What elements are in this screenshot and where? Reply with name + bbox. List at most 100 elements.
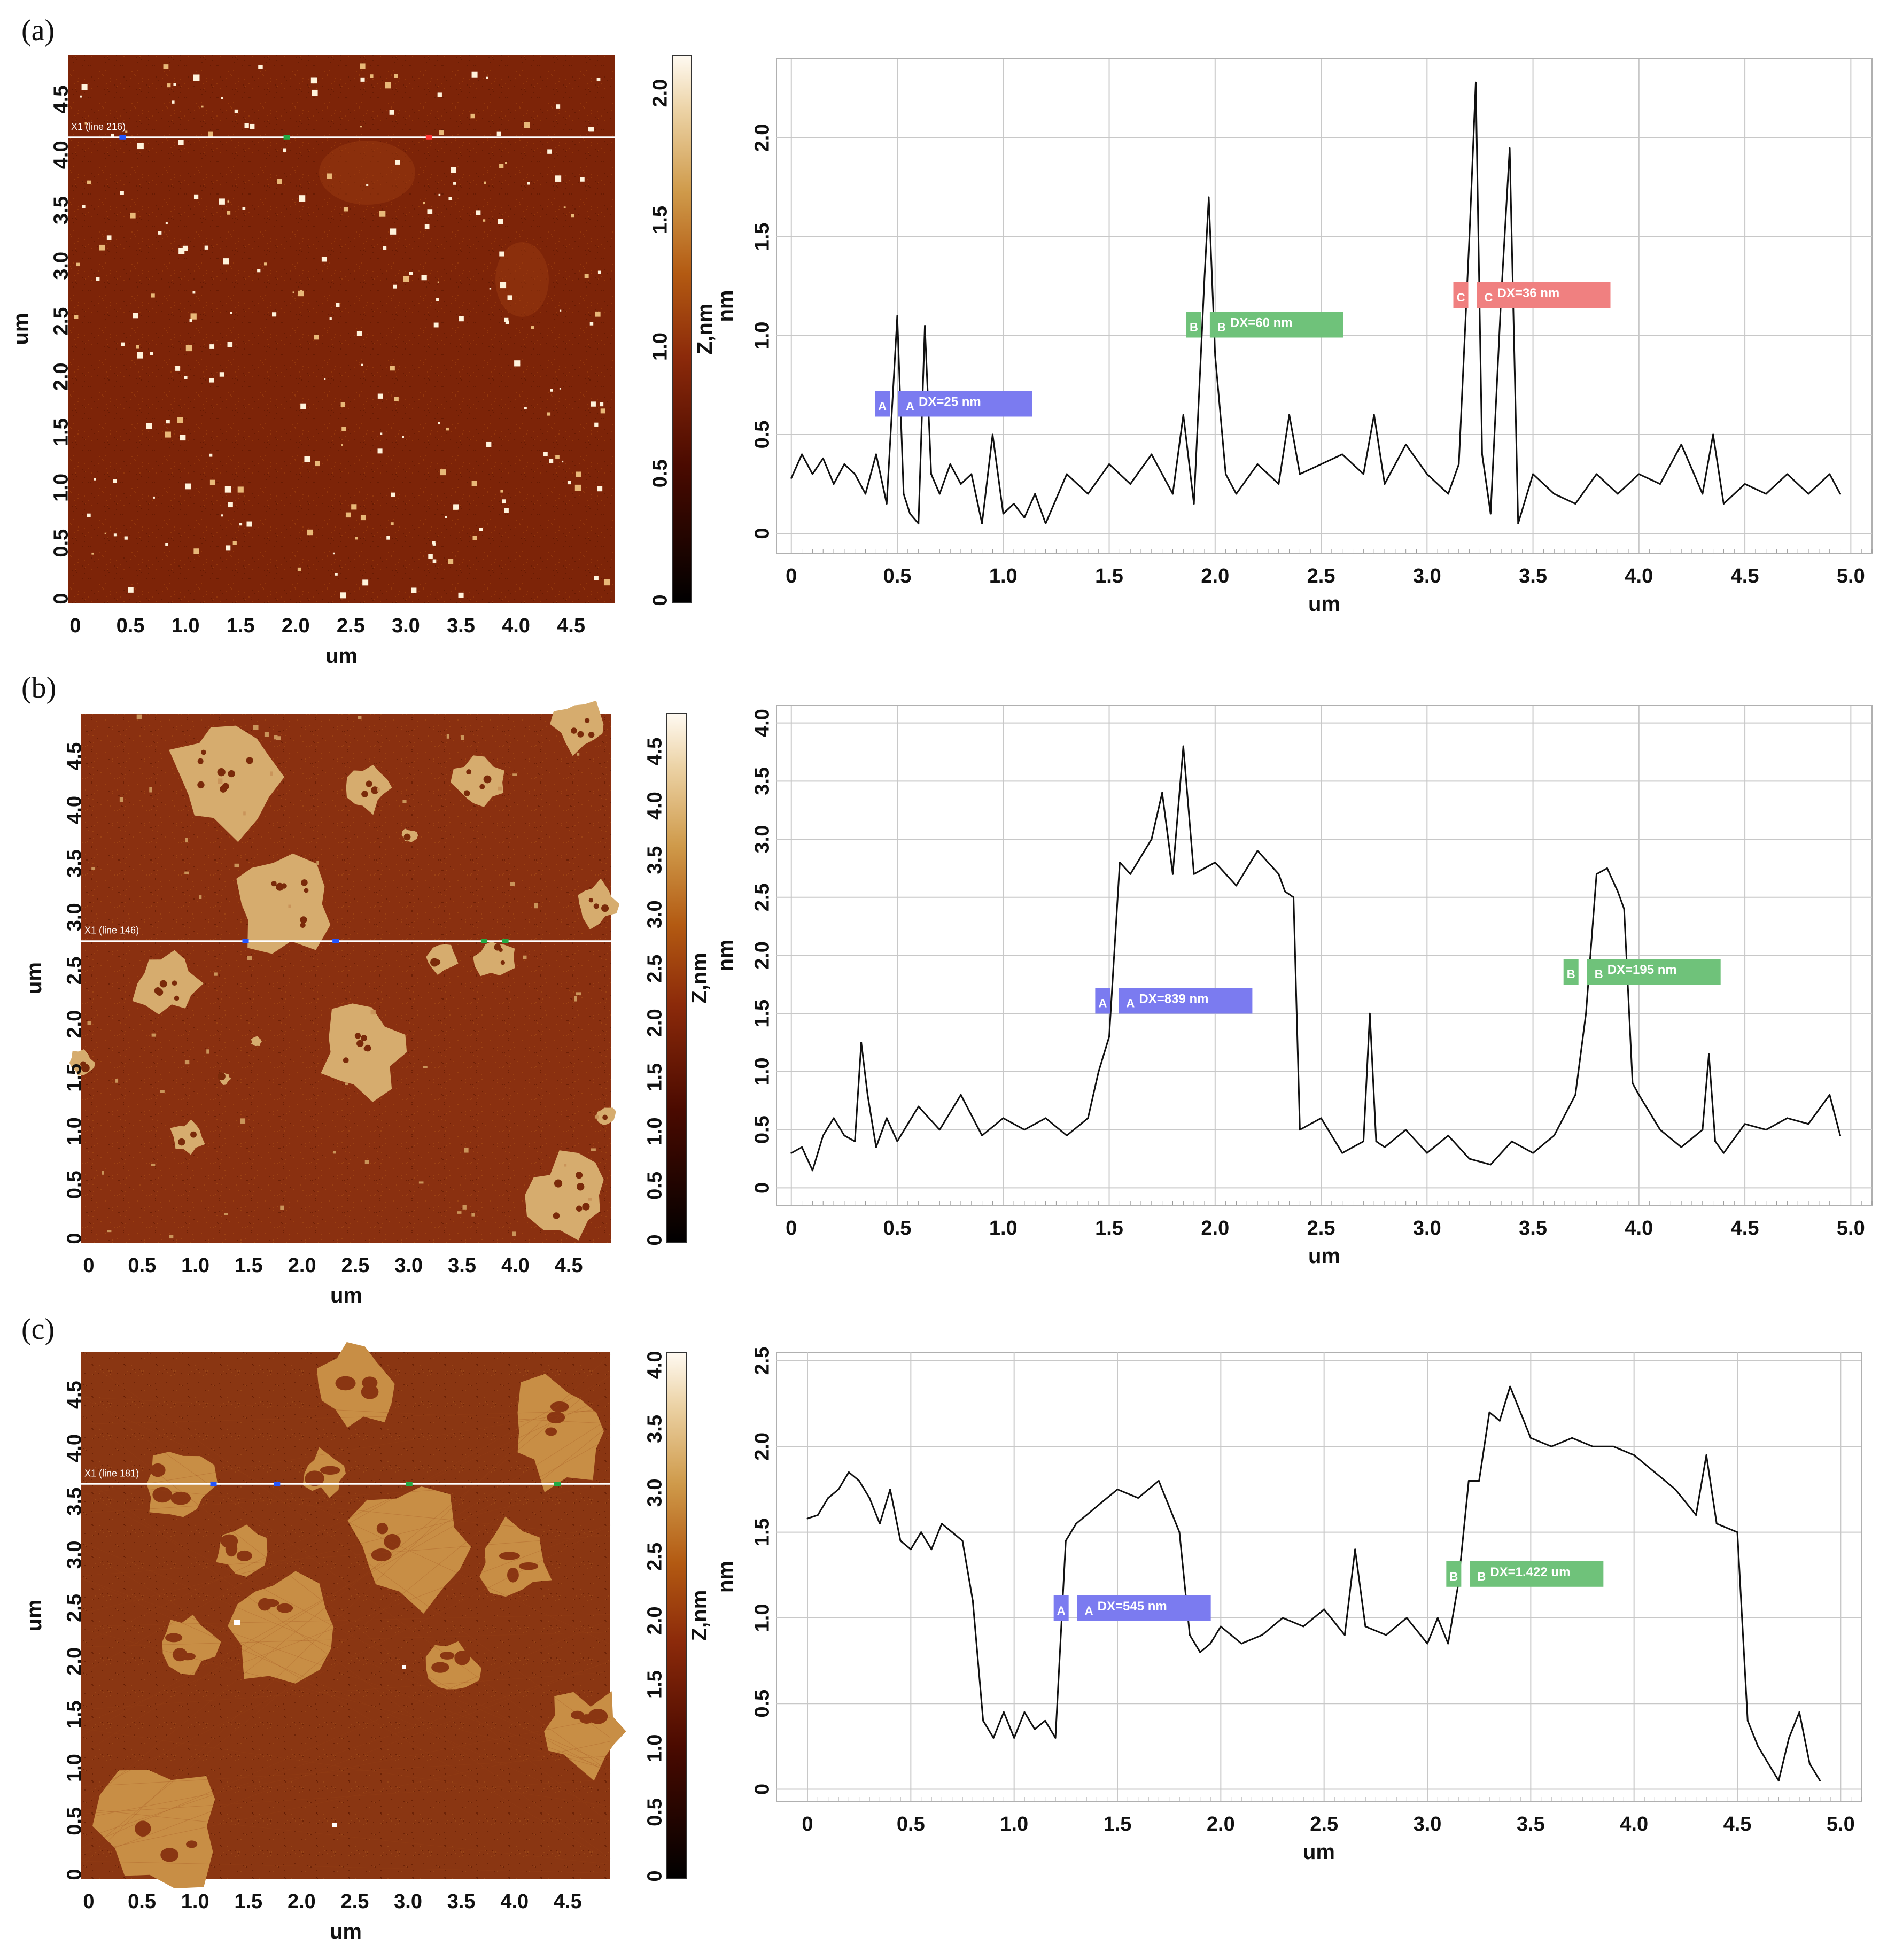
profile-point (1659, 483, 1661, 485)
image-x-tick-label: 0.5 (117, 615, 145, 637)
afm-particle (595, 311, 601, 317)
x-axis-label: um (1308, 592, 1340, 616)
x-tick-label: 5.0 (1837, 1217, 1865, 1239)
image-x-tick-label: 3.0 (394, 1254, 423, 1277)
afm-particle (192, 291, 196, 294)
afm-particle (389, 110, 394, 115)
afm-particle (457, 1211, 462, 1214)
profile-point (1680, 1146, 1682, 1148)
profile-point (1458, 463, 1460, 465)
image-y-tick-label: 3.5 (63, 849, 86, 878)
profile-point (1119, 862, 1121, 864)
profile-point (1193, 503, 1195, 505)
profile-point (1746, 1719, 1749, 1722)
afm-scanline (81, 1535, 611, 1576)
afm-particle (512, 1231, 516, 1236)
afm-particle (315, 461, 320, 467)
afm-patch (319, 141, 415, 205)
afm-particle (421, 275, 427, 281)
afm-particle (189, 319, 192, 322)
profile-point (817, 1514, 819, 1516)
afm-pore (588, 898, 594, 903)
profile-point (1571, 1437, 1573, 1439)
x-tick-label: 2.0 (1201, 565, 1229, 587)
x-tick-label: 5.0 (1827, 1813, 1855, 1835)
colorbar-tick-label: 0 (643, 1234, 666, 1245)
profile-point (790, 1152, 793, 1154)
profile-point (858, 1479, 860, 1482)
y-axis-label: nm (714, 1561, 737, 1593)
afm-particle (403, 276, 409, 282)
profile-point (1511, 1140, 1513, 1142)
image-y-tick-label: 3.0 (50, 252, 72, 280)
x-tick-label: 5.0 (1837, 565, 1865, 587)
afm-particle (76, 262, 80, 267)
afm-particle (219, 198, 225, 205)
profile-point (1574, 503, 1576, 505)
afm-particle (550, 389, 553, 392)
y-tick-label: 0 (751, 1182, 773, 1194)
afm-particle (223, 258, 229, 265)
profile-point (833, 483, 835, 485)
profile-point (854, 1140, 856, 1142)
afm-island (517, 1374, 604, 1492)
profile-point (1256, 850, 1259, 852)
y-tick-label: 2.0 (751, 124, 773, 152)
profile-point (1638, 1094, 1640, 1096)
afm-pore (431, 1662, 449, 1673)
afm-pore (454, 1651, 470, 1665)
afm-particle (423, 202, 425, 204)
afm-particle (199, 895, 202, 900)
afm-scanline (81, 1406, 611, 1495)
profile-point (1299, 473, 1301, 475)
afm-particle (370, 1010, 376, 1015)
y-tick-label: 2.0 (751, 1432, 773, 1461)
afm-particle (498, 786, 503, 791)
afm-particle (87, 513, 91, 517)
profile-point (801, 453, 803, 455)
annotation-b: B B DX=195 nm (1563, 959, 1721, 985)
image-y-tick-label: 2.5 (63, 957, 86, 985)
profile-point (896, 315, 898, 317)
y-tick-label: 2.0 (751, 941, 773, 970)
afm-particle (119, 797, 123, 802)
y-tick-label: 0 (751, 1784, 773, 1795)
afm-pore (152, 1486, 172, 1503)
profile-point (1182, 414, 1184, 416)
profile-point (790, 477, 793, 479)
afm-particle (432, 559, 437, 563)
profile-point (1829, 1094, 1831, 1096)
afm-particle (576, 471, 581, 477)
profile-point (875, 453, 877, 455)
profile-point (1765, 493, 1767, 495)
y-tick-label: 1.5 (751, 1518, 773, 1546)
image-y-tick-label: 2.0 (50, 362, 72, 391)
afm-particle (505, 162, 507, 164)
afm-particle (362, 579, 369, 586)
profile-point (903, 493, 905, 495)
profile-point (907, 1123, 909, 1125)
image-x-tick-label: 3.5 (447, 615, 475, 637)
x-tick-label: 2.5 (1310, 1813, 1338, 1835)
profile-point (1320, 463, 1322, 465)
plot-frame (776, 1352, 1862, 1802)
y-tick-label: 0 (751, 528, 773, 539)
image-x-tick-label: 3.5 (447, 1891, 476, 1913)
afm-particle (461, 735, 464, 740)
image-x-tick-label: 2.5 (341, 1891, 369, 1913)
profile-point (1373, 414, 1375, 416)
afm-scanline (81, 1808, 611, 1865)
afm-particle (446, 427, 449, 431)
profile-point (1137, 1497, 1139, 1499)
afm-particle (471, 1212, 475, 1217)
afm-particle (390, 228, 397, 235)
afm-particle (333, 1151, 336, 1154)
profile-point (899, 1540, 902, 1542)
x-tick-label: 1.0 (989, 565, 1018, 587)
profile-point (1807, 1123, 1809, 1125)
profile-point (972, 1600, 974, 1602)
afm-particle (563, 206, 566, 208)
afm-particle (462, 1205, 467, 1210)
afm-particle (471, 481, 477, 486)
afm-particle (298, 290, 304, 297)
